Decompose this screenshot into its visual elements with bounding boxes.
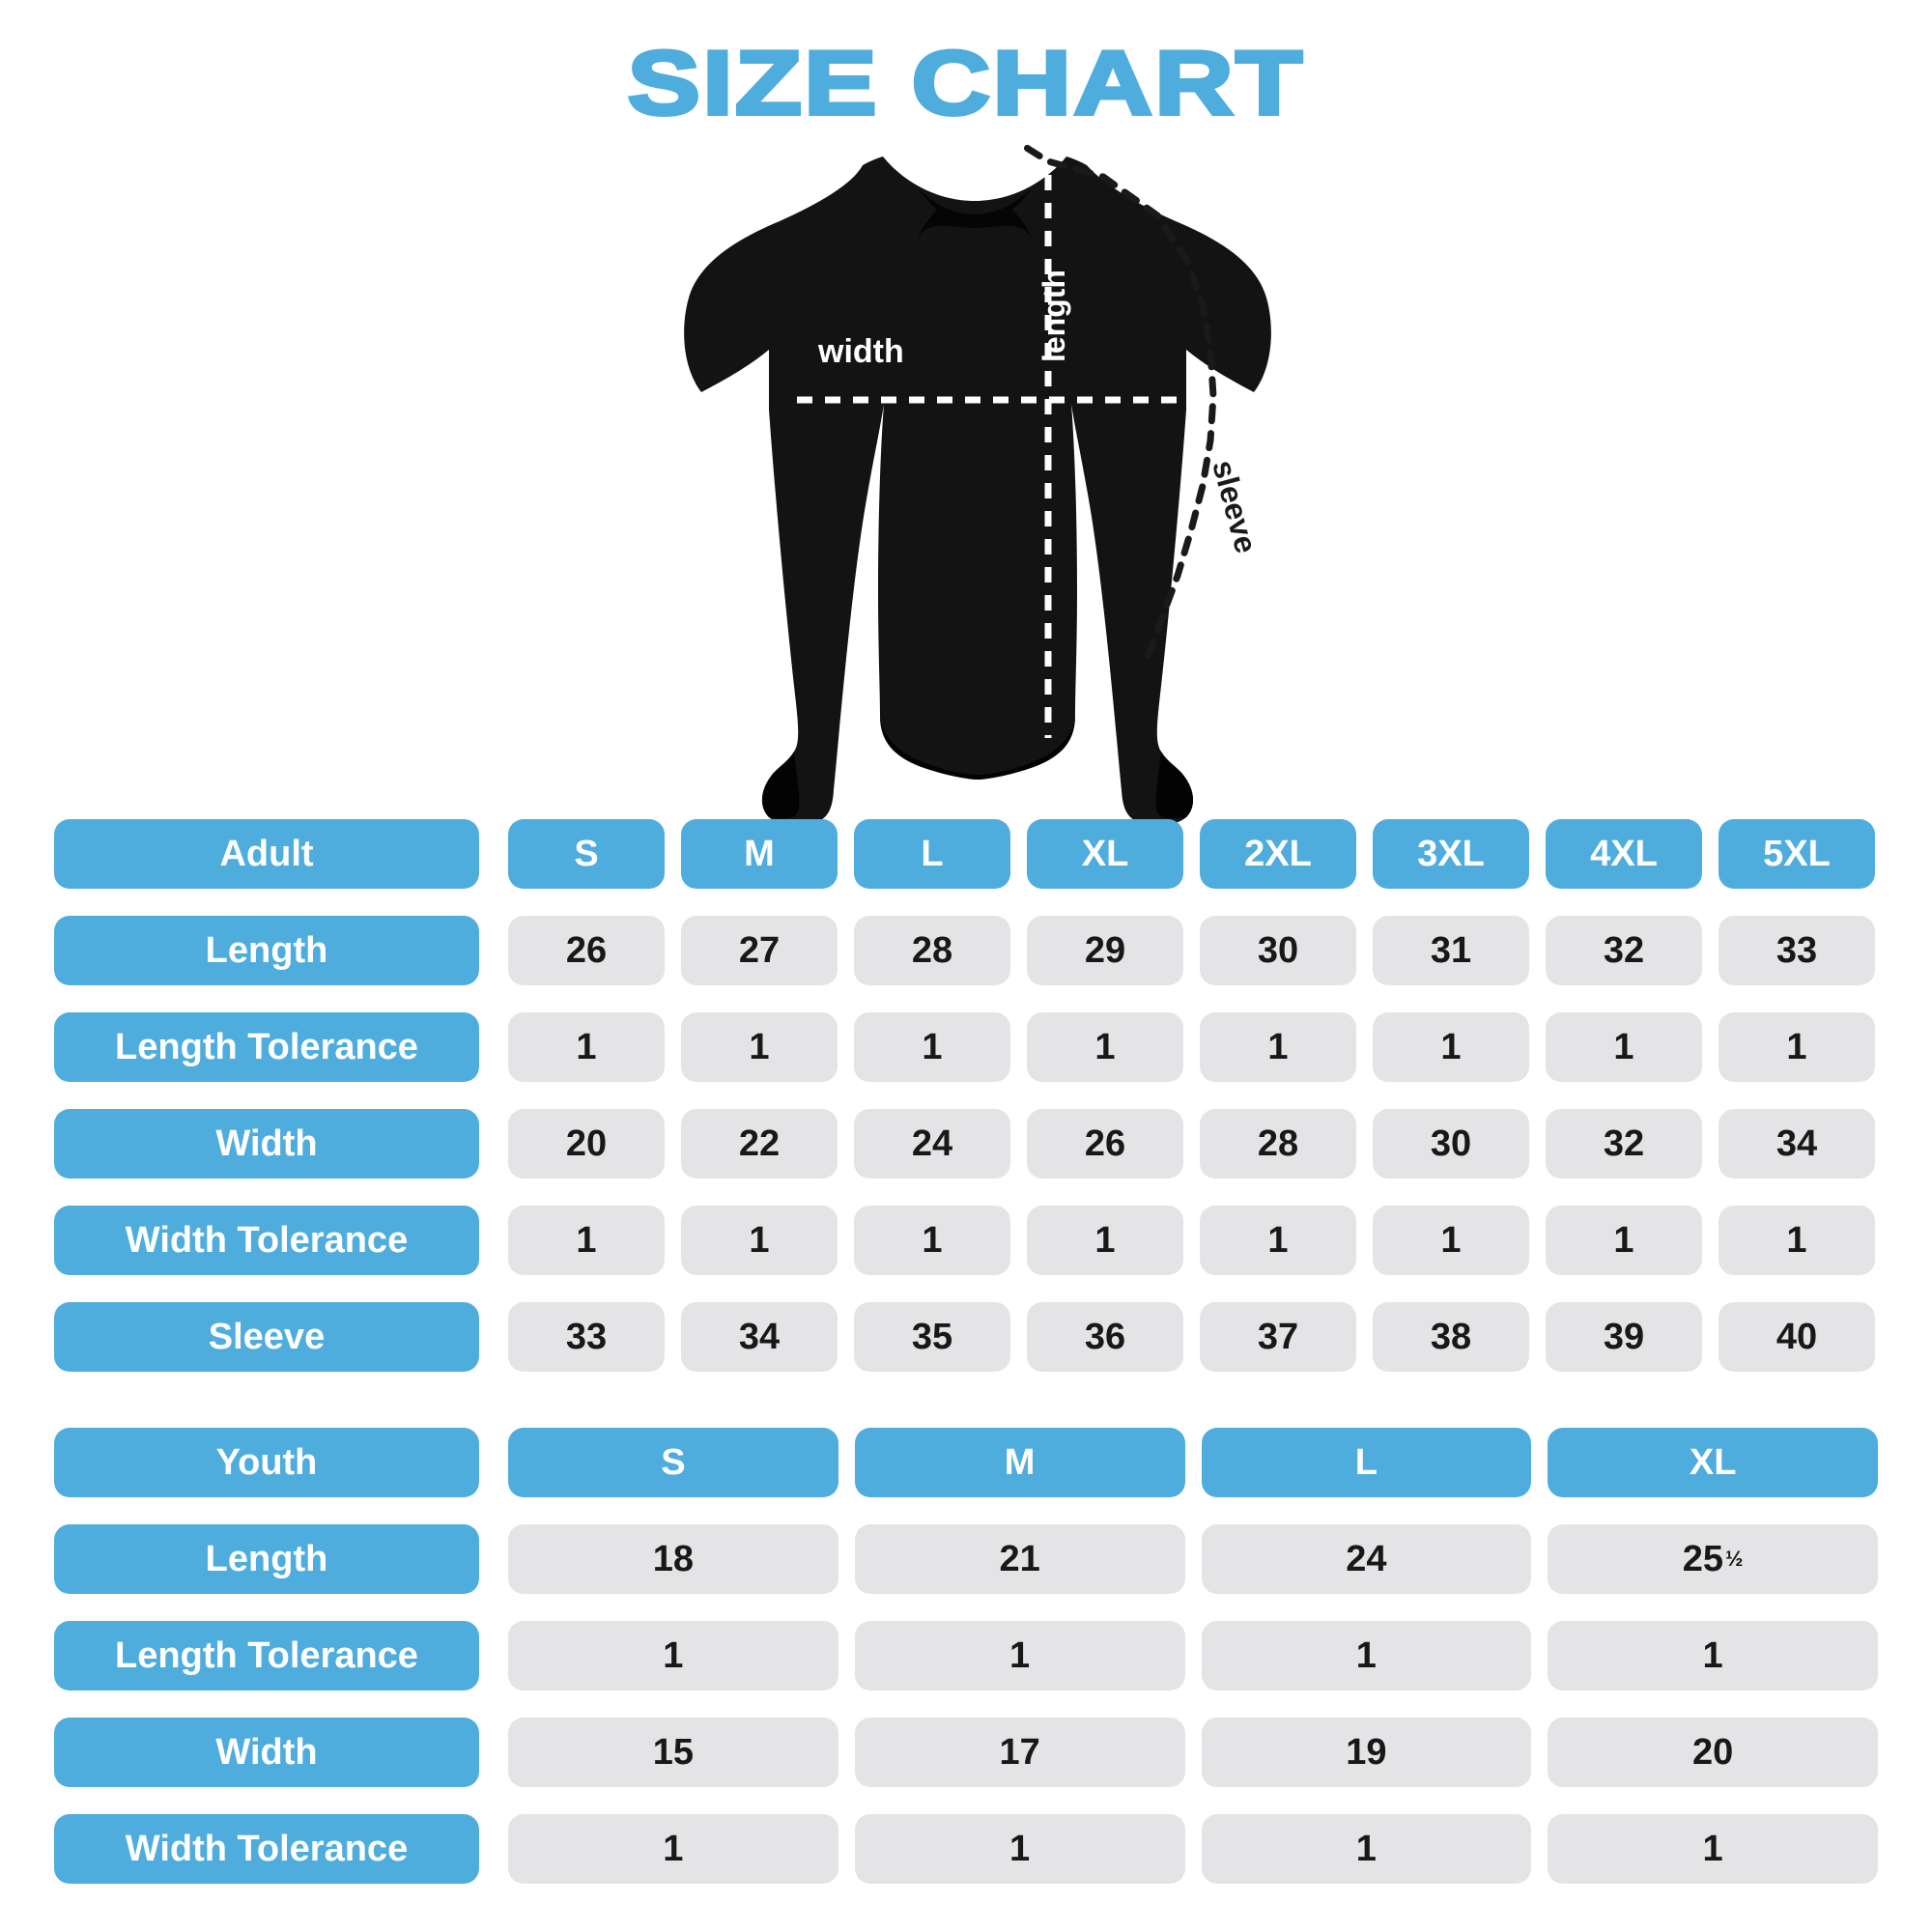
svg-text:length: length (1037, 270, 1071, 362)
svg-text:sleeve: sleeve (1206, 456, 1264, 556)
svg-text:width: width (817, 333, 904, 370)
